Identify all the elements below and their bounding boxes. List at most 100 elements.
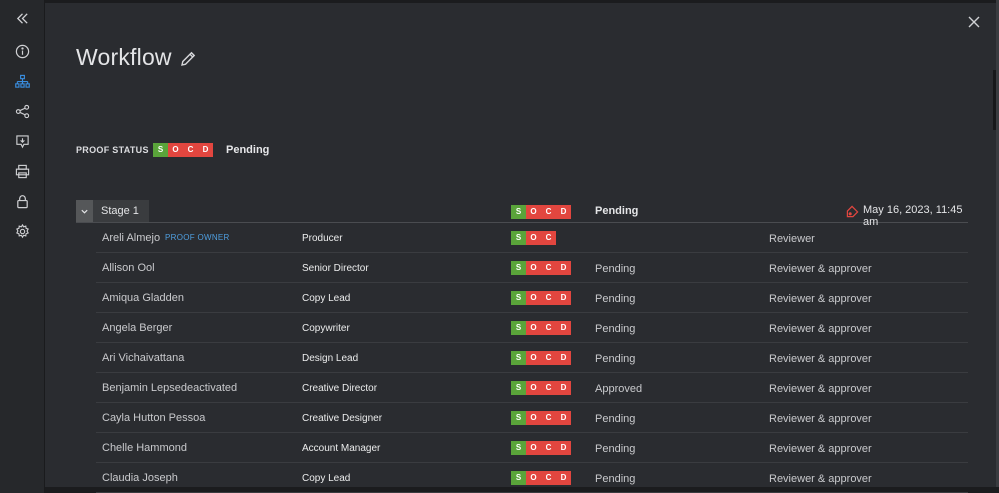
reviewer-name: Ari Vichaivattana — [102, 352, 185, 364]
reviewer-access[interactable]: Reviewer & approver — [769, 263, 872, 275]
reviewer-row[interactable]: Claudia Joseph Copy Lead S O C D Pending Review… — [96, 463, 968, 493]
stage-header: Stage 1 S O C D Pending May 16, 2023, 11… — [76, 200, 968, 228]
close-icon[interactable] — [966, 14, 982, 30]
reviewer-name: Cayla Hutton Pessoa — [102, 412, 206, 424]
badge-d: D — [198, 143, 213, 157]
reviewer-name: Chelle Hammond — [102, 442, 187, 454]
badge-s: S — [511, 291, 526, 305]
badge-c: C — [541, 321, 556, 335]
badge-s: S — [511, 471, 526, 485]
edit-icon[interactable] — [179, 50, 197, 68]
badge-d: D — [556, 205, 571, 219]
reviewer-status: Pending — [595, 323, 636, 335]
proof-status-label: PROOF STATUS — [76, 145, 149, 155]
comment-icon[interactable] — [0, 129, 45, 153]
stage-deadline: May 16, 2023, 11:45 am — [863, 204, 963, 228]
badge-c: C — [541, 411, 556, 425]
reviewer-access[interactable]: Reviewer — [769, 233, 815, 245]
badge-c: C — [183, 143, 198, 157]
badge-d: D — [556, 381, 571, 395]
reviewer-status: Pending — [595, 443, 636, 455]
reviewer-row[interactable]: Amiqua Gladden Copy Lead S O C D Pending Review… — [96, 283, 968, 313]
proof-owner-tag: PROOF OWNER — [165, 233, 230, 242]
badge-d: D — [556, 411, 571, 425]
badge-o: O — [168, 143, 183, 157]
lock-icon[interactable] — [0, 189, 45, 213]
share-icon[interactable] — [0, 99, 45, 123]
reviewer-status: Pending — [595, 413, 636, 425]
reviewer-row[interactable]: Benjamin Lepsedeactivated Creative Direct… — [96, 373, 968, 403]
reviewer-name: Angela Berger — [102, 322, 173, 334]
reviewer-role: Account Manager — [302, 443, 381, 454]
badge-o: O — [526, 381, 541, 395]
reviewer-status: Pending — [595, 293, 636, 305]
reviewer-row[interactable]: Angela Berger Copywriter S O C D Pending Review… — [96, 313, 968, 343]
badge-s: S — [511, 351, 526, 365]
reviewer-name: Amiqua Gladden — [102, 292, 184, 304]
reviewer-row[interactable]: Allison Ool Senior Director S O C D Pending Rev… — [96, 253, 968, 283]
badge-o: O — [526, 321, 541, 335]
reviewer-name: Claudia Joseph — [102, 472, 178, 484]
reviewer-role: Creative Designer — [302, 413, 383, 424]
badge-s: S — [511, 205, 526, 219]
reviewer-access[interactable]: Reviewer & approver — [769, 443, 872, 455]
badge-s: S — [511, 411, 526, 425]
badge-c: C — [541, 471, 556, 485]
proof-status-text: Pending — [226, 144, 270, 156]
badge-c: C — [541, 441, 556, 455]
reviewer-role: Senior Director — [302, 263, 369, 274]
page-title: Workflow — [76, 44, 172, 70]
reviewer-role: Design Lead — [302, 353, 359, 364]
badge-d: D — [556, 261, 571, 275]
proof-status-badges: S O C D — [153, 143, 213, 157]
reviewer-row[interactable]: Chelle Hammond Account Manager S O C D Pending… — [96, 433, 968, 463]
badge-o: O — [526, 231, 541, 245]
badge-s: S — [511, 381, 526, 395]
reviewer-access[interactable]: Reviewer & approver — [769, 323, 872, 335]
badge-d: D — [556, 441, 571, 455]
stage-status-badges: S O C D — [511, 205, 571, 219]
reviewer-access[interactable]: Reviewer & approver — [769, 413, 872, 425]
badge-s: S — [153, 143, 168, 157]
window-top-edge — [45, 0, 999, 3]
collapse-icon[interactable] — [0, 6, 45, 30]
info-icon[interactable] — [0, 39, 45, 63]
gear-icon[interactable] — [0, 219, 45, 243]
badge-o: O — [526, 291, 541, 305]
badge-c: C — [541, 291, 556, 305]
badge-s: S — [511, 321, 526, 335]
reviewer-name: Allison Ool — [102, 262, 155, 274]
reviewer-role: Copy Lead — [302, 473, 351, 484]
stage-status: Pending — [595, 205, 639, 217]
reviewer-row[interactable]: Cayla Hutton Pessoa Creative Designer S O C D… — [96, 403, 968, 433]
reviewer-status: Pending — [595, 263, 636, 275]
badge-d: D — [556, 291, 571, 305]
chevron-down-icon[interactable] — [76, 200, 93, 222]
badge-c: C — [541, 351, 556, 365]
reviewer-role: Creative Director — [302, 383, 378, 394]
print-icon[interactable] — [0, 159, 45, 183]
reviewer-status: Approved — [595, 383, 643, 395]
badge-s: S — [511, 441, 526, 455]
badge-o: O — [526, 471, 541, 485]
stage-name[interactable]: Stage 1 — [93, 200, 149, 222]
deadline-tag-icon — [846, 205, 859, 218]
reviewer-row[interactable]: Areli Almejo PROOF OWNER Producer S O C Review… — [96, 223, 968, 253]
badge-s: S — [511, 231, 526, 245]
workflow-icon[interactable] — [0, 69, 45, 93]
reviewer-access[interactable]: Reviewer & approver — [769, 293, 872, 305]
reviewer-name: Benjamin Lepsedeactivated — [102, 382, 238, 394]
reviewer-status: Pending — [595, 473, 636, 485]
reviewer-access[interactable]: Reviewer & approver — [769, 383, 872, 395]
reviewer-name: Areli Almejo — [102, 232, 161, 244]
reviewer-access[interactable]: Reviewer & approver — [769, 473, 872, 485]
reviewer-access[interactable]: Reviewer & approver — [769, 353, 872, 365]
reviewer-row[interactable]: Ari Vichaivattana Design Lead S O C D Pending R… — [96, 343, 968, 373]
